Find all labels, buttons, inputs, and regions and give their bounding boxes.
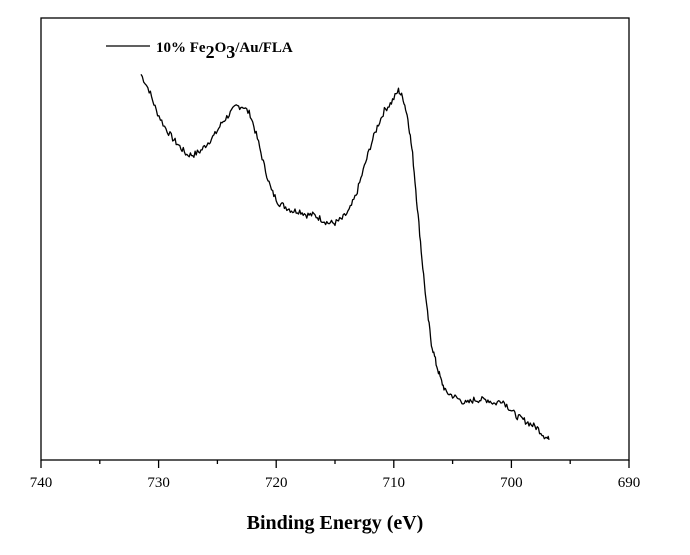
x-axis-ticks xyxy=(40,460,630,468)
x-tick-label-720: 720 xyxy=(265,475,288,491)
x-axis-tick-labels: 740 730 720 710 700 690 xyxy=(30,475,641,491)
legend: 10% Fe2O3/Au/FLA xyxy=(106,40,293,62)
plot-frame xyxy=(40,17,630,461)
x-tick-label-700: 700 xyxy=(500,475,523,491)
series-line-fe2o3-au-fla xyxy=(140,73,550,441)
legend-label-start: 10% Fe xyxy=(156,40,206,56)
x-tick-label-710: 710 xyxy=(383,475,406,491)
x-tick-label-690: 690 xyxy=(618,475,641,491)
x-tick-label-740: 740 xyxy=(30,475,53,491)
x-axis-title: Binding Energy (eV) xyxy=(247,512,424,534)
legend-label-oxygen: O xyxy=(215,40,227,56)
legend-subscript-3: 3 xyxy=(226,42,235,62)
legend-label-tail: /Au/FLA xyxy=(234,40,293,56)
legend-label: 10% Fe2O3/Au/FLA xyxy=(156,40,293,62)
x-tick-label-730: 730 xyxy=(147,475,170,491)
legend-subscript-2: 2 xyxy=(206,42,215,62)
